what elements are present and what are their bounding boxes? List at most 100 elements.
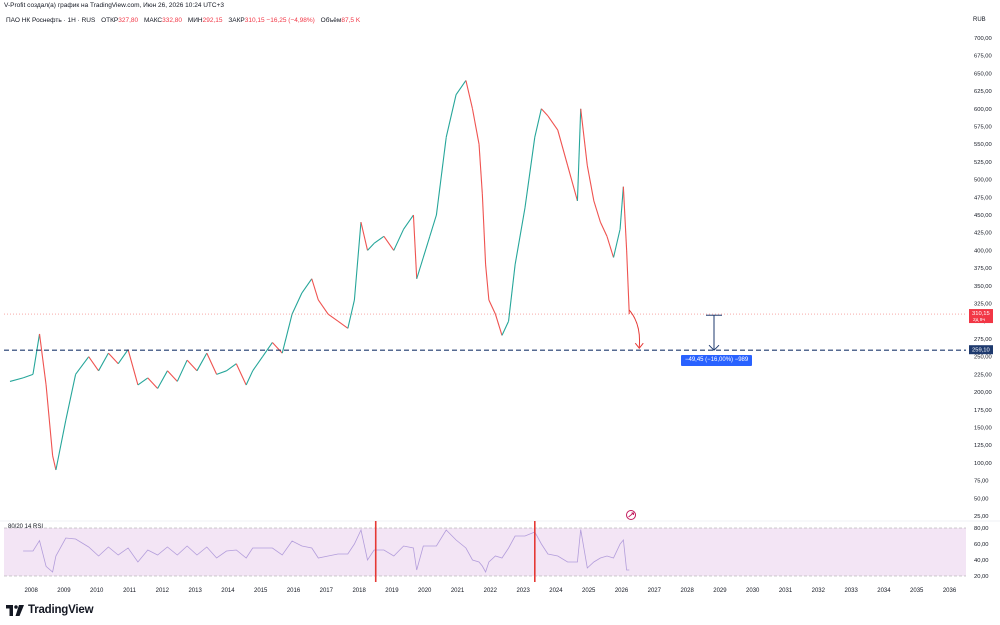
time-tick-label: 2035 bbox=[910, 588, 924, 594]
price-segment bbox=[196, 352, 208, 372]
time-tick-label: 2018 bbox=[352, 588, 366, 594]
price-tick-label: 125,00 bbox=[974, 443, 992, 449]
price-tick-label: 400,00 bbox=[974, 248, 992, 254]
time-tick-label: 2027 bbox=[648, 588, 662, 594]
price-tick-label: 175,00 bbox=[974, 408, 992, 414]
price-segment bbox=[576, 108, 582, 201]
price-segment bbox=[52, 455, 57, 471]
price-tick-label: 150,00 bbox=[974, 425, 992, 431]
price-segment bbox=[567, 165, 578, 202]
price-segment bbox=[88, 356, 100, 372]
time-tick-label: 2013 bbox=[188, 588, 202, 594]
price-segment bbox=[465, 80, 474, 109]
price-segment bbox=[262, 342, 273, 357]
price-segment bbox=[606, 236, 615, 258]
time-tick-label: 2025 bbox=[582, 588, 596, 594]
price-segment bbox=[176, 359, 188, 382]
price-segment bbox=[117, 349, 129, 365]
price-segment bbox=[557, 129, 569, 166]
price-segment bbox=[337, 320, 349, 329]
alert-target-icon-arrow bbox=[628, 512, 634, 518]
price-segment bbox=[393, 228, 405, 251]
price-segment bbox=[422, 236, 431, 258]
price-segment bbox=[367, 242, 375, 251]
price-segment bbox=[619, 186, 624, 230]
close-value: 310,15 −16,25 (−4,98%) bbox=[244, 17, 315, 24]
price-segment bbox=[478, 144, 483, 194]
time-tick-label: 2009 bbox=[57, 588, 71, 594]
price-segment bbox=[471, 108, 480, 145]
price-tick-label: 50,00 bbox=[974, 496, 989, 502]
price-tick-label: 450,00 bbox=[974, 213, 992, 219]
price-segment bbox=[281, 314, 293, 354]
price-segment bbox=[494, 313, 503, 336]
price-segment bbox=[75, 356, 90, 375]
open-label: ОТКР bbox=[101, 17, 119, 24]
tradingview-logo[interactable]: TradingView bbox=[6, 604, 94, 616]
price-segment bbox=[45, 384, 54, 456]
price-tick-label: 75,00 bbox=[974, 479, 989, 485]
price-segment bbox=[38, 333, 47, 386]
price-segment bbox=[167, 370, 178, 382]
price-segment bbox=[534, 108, 542, 138]
time-tick-label: 2031 bbox=[779, 588, 793, 594]
price-segment bbox=[524, 137, 536, 209]
time-tick-label: 2008 bbox=[24, 588, 38, 594]
price-segment bbox=[9, 377, 24, 382]
time-tick-label: 2030 bbox=[746, 588, 760, 594]
time-tick-label: 2026 bbox=[615, 588, 629, 594]
price-segment bbox=[291, 292, 303, 315]
price-segment bbox=[107, 352, 119, 365]
price-tick-label: 100,00 bbox=[974, 461, 992, 467]
current-price-countdown: 2д 9ч bbox=[973, 317, 985, 323]
tradingview-logo-icon bbox=[6, 604, 24, 616]
price-tick-label: 475,00 bbox=[974, 195, 992, 201]
rsi-line bbox=[23, 528, 630, 573]
time-tick-label: 2029 bbox=[713, 588, 727, 594]
symbol-legend: ПАО НК Роснефть · 1Н · RUS ОТКР327,80 МА… bbox=[6, 17, 360, 24]
price-tick-label: 425,00 bbox=[974, 231, 992, 237]
rsi-tick-label: 60,00 bbox=[974, 542, 989, 548]
currency-label[interactable]: RUB bbox=[973, 17, 986, 23]
price-tick-label: 700,00 bbox=[974, 36, 992, 42]
time-tick-label: 2020 bbox=[418, 588, 432, 594]
time-tick-label: 2036 bbox=[943, 588, 957, 594]
close-label: ЗАКР bbox=[228, 17, 245, 24]
price-tick-label: 275,00 bbox=[974, 337, 992, 343]
price-segment bbox=[586, 165, 595, 201]
price-tick-label: 550,00 bbox=[974, 142, 992, 148]
price-segment bbox=[235, 363, 247, 386]
price-segment bbox=[206, 352, 218, 375]
symbol-name[interactable]: ПАО НК Роснефть · 1Н · RUS bbox=[6, 17, 96, 24]
chart-attribution: V-Profit создал(а) график на TradingView… bbox=[4, 2, 225, 9]
alert-target-icon bbox=[626, 510, 636, 520]
trend-arrow bbox=[628, 309, 641, 348]
rsi-label: 80/20 14 RSI bbox=[8, 524, 44, 530]
price-segment bbox=[501, 321, 510, 336]
volume-label: Объём bbox=[320, 17, 342, 24]
logo-text: TradingView bbox=[28, 604, 94, 616]
price-tick-label: 325,00 bbox=[974, 302, 992, 308]
price-segment bbox=[412, 214, 418, 279]
price-tick-label: 200,00 bbox=[974, 390, 992, 396]
measure-arrowhead bbox=[708, 344, 720, 351]
time-tick-label: 2019 bbox=[385, 588, 399, 594]
price-segment bbox=[416, 257, 424, 279]
price-segment bbox=[485, 264, 490, 301]
price-segment bbox=[514, 207, 526, 265]
time-tick-label: 2024 bbox=[549, 588, 563, 594]
price-segment bbox=[383, 235, 395, 251]
rsi-band bbox=[4, 528, 966, 576]
trend-arrow-head bbox=[634, 342, 644, 350]
price-segment bbox=[216, 370, 227, 375]
time-tick-label: 2023 bbox=[516, 588, 530, 594]
measure-tool-label[interactable]: −49,45 (−16,00%) −989 bbox=[681, 355, 753, 366]
time-tick-label: 2034 bbox=[877, 588, 891, 594]
price-segment bbox=[403, 214, 414, 230]
price-segment bbox=[540, 108, 549, 117]
price-segment bbox=[445, 94, 457, 138]
price-segment bbox=[32, 333, 41, 375]
current-price-label: 310,15 bbox=[972, 311, 990, 317]
price-segment bbox=[622, 186, 628, 251]
